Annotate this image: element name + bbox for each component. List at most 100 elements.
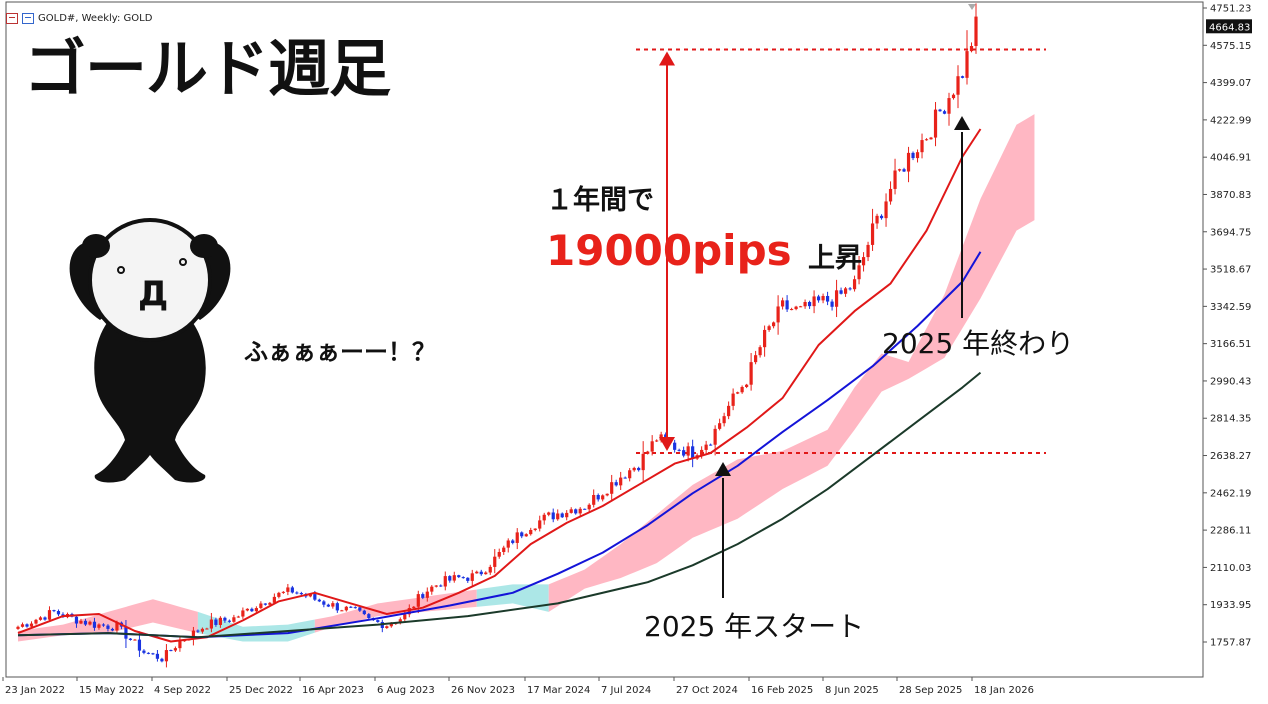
candle-bear xyxy=(142,650,146,653)
candle-bear xyxy=(807,301,812,307)
candle-bull xyxy=(389,623,393,627)
candle-bull xyxy=(164,650,169,662)
cloud-segment xyxy=(548,114,1035,612)
cloud-segment xyxy=(314,589,477,633)
candle-bull xyxy=(641,453,645,471)
candle-bear xyxy=(313,594,317,600)
candle-bull xyxy=(475,571,479,574)
candle-bear xyxy=(457,575,461,578)
candle-bull xyxy=(209,619,213,629)
time-axis: 23 Jan 2022 15 May 2022 4 Sep 2022 25 Dec 2… xyxy=(2,676,1203,696)
candle-bear xyxy=(52,610,56,612)
candle-bull xyxy=(722,416,726,424)
candle-bear xyxy=(299,593,303,595)
candle-bear xyxy=(560,513,564,518)
candle-bull xyxy=(398,619,402,624)
candle-bull xyxy=(763,329,767,348)
chart-header: GOLD#, Weekly: GOLD xyxy=(6,10,152,26)
moving-averages xyxy=(17,128,982,643)
candle-bull xyxy=(628,470,632,479)
candle-bear xyxy=(326,604,330,607)
candle-bull xyxy=(218,617,222,625)
candle-bull xyxy=(412,606,416,609)
candle-bull xyxy=(866,244,870,258)
y-tick-label: 2286.11 xyxy=(1210,526,1251,537)
candle-bear xyxy=(421,594,425,598)
cloud-segment xyxy=(476,584,549,612)
candle-bull xyxy=(259,603,263,609)
candle-bull xyxy=(974,16,978,46)
candle-bull xyxy=(870,223,875,245)
candle-bull xyxy=(191,630,196,640)
candle-bull xyxy=(178,641,182,649)
y-tick-label: 2814.35 xyxy=(1210,414,1251,425)
x-tick-label: 4 Sep 2022 xyxy=(154,685,211,696)
mascot-exclaim: ふぁぁぁーー！？ xyxy=(244,338,436,366)
candle-bull xyxy=(920,140,924,153)
candle-bear xyxy=(74,616,79,624)
mascot-hand-left xyxy=(82,234,110,258)
candle-bear xyxy=(124,626,128,639)
candle-bull xyxy=(115,622,119,631)
candle-bull xyxy=(834,290,839,307)
window-menu-icon[interactable] xyxy=(6,12,18,24)
y-tick-label: 4399.07 xyxy=(1210,78,1251,89)
candle-bull xyxy=(906,152,911,172)
y-tick-label: 4222.99 xyxy=(1210,115,1251,126)
y-tick-label: 2110.03 xyxy=(1210,563,1251,574)
candle-bull xyxy=(331,603,335,607)
candle-bull xyxy=(605,493,609,496)
candle-bear xyxy=(461,577,465,579)
mascot-hand-right xyxy=(190,234,218,258)
candle-bull xyxy=(29,623,34,627)
candle-bear xyxy=(110,628,115,631)
candle-bull xyxy=(97,624,101,628)
y-tick-label: 1757.87 xyxy=(1210,638,1251,649)
mascot-figure: Д xyxy=(69,218,231,483)
candle-bear xyxy=(290,587,294,593)
candle-bull xyxy=(915,152,920,159)
candle-bull xyxy=(241,610,245,617)
candle-bull xyxy=(772,322,776,327)
candle-bull xyxy=(965,51,969,78)
candle-bull xyxy=(619,477,623,486)
candle-bull xyxy=(754,355,758,363)
candle-bull xyxy=(538,520,542,529)
candle-bull xyxy=(897,169,902,171)
y-tick-label: 1933.95 xyxy=(1210,600,1251,611)
candle-bear xyxy=(214,619,218,625)
mascot-body xyxy=(94,300,206,483)
candle-bull xyxy=(502,547,506,552)
candle-bull xyxy=(646,451,650,454)
candle-bear xyxy=(56,611,61,615)
y-tick-label: 3694.75 xyxy=(1210,227,1251,238)
candle-bull xyxy=(592,494,596,505)
current-price-badge xyxy=(1206,19,1252,34)
candle-bear xyxy=(196,630,200,632)
y-tick-label: 3518.67 xyxy=(1210,265,1251,276)
candle-bull xyxy=(951,94,956,99)
candle-bear xyxy=(623,477,627,479)
candle-bull xyxy=(875,215,879,224)
mascot-eye-left xyxy=(117,266,125,274)
candle-bear xyxy=(362,610,366,615)
candle-bull xyxy=(79,620,83,624)
candle-bear xyxy=(101,624,106,626)
candle-bear xyxy=(902,169,906,172)
mascot-mouth: Д xyxy=(138,274,168,314)
candle-bear xyxy=(169,650,173,652)
candle-bull xyxy=(277,592,281,597)
candle-bear xyxy=(155,653,160,659)
candle-bull xyxy=(852,279,857,290)
candle-bull xyxy=(740,386,744,393)
candle-bear xyxy=(825,295,830,302)
candle-bull xyxy=(416,594,420,607)
x-tick-label: 26 Nov 2023 xyxy=(451,685,515,696)
candle-bull xyxy=(933,109,938,138)
candle-bull xyxy=(781,300,785,307)
candle-bear xyxy=(322,601,326,605)
callout-big-number: 19000pips xyxy=(546,226,792,275)
chart-type-icon[interactable] xyxy=(22,12,34,24)
